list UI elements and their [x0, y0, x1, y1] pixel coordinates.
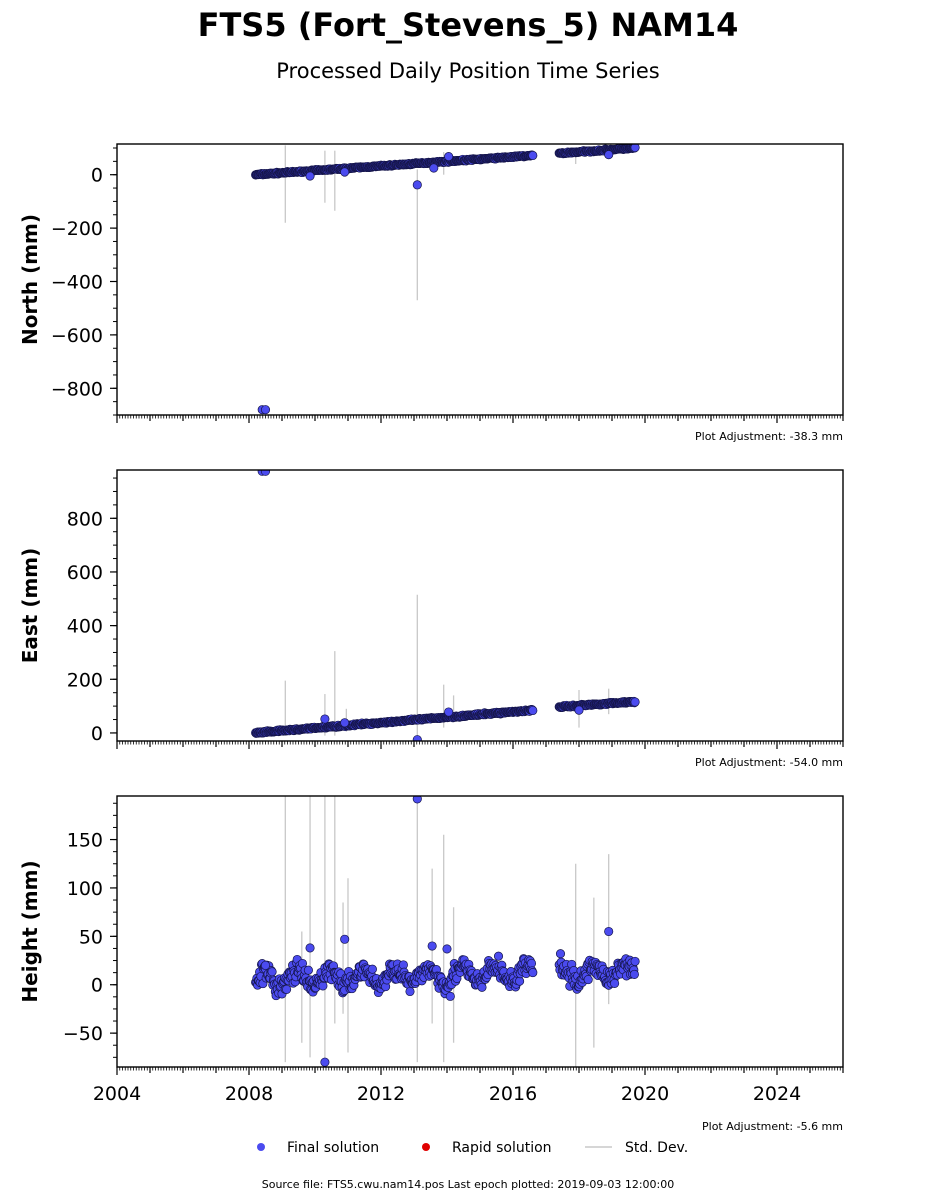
- y-tick-label: 0: [91, 975, 103, 997]
- data-point: [555, 949, 566, 959]
- data-point: [630, 697, 640, 707]
- outlier-point: [260, 960, 271, 970]
- legend-final-label: Final solution: [287, 1140, 379, 1156]
- data-point: [629, 969, 639, 979]
- outlier-point: [444, 707, 454, 717]
- data-point: [367, 964, 377, 974]
- legend-stddev-label: Std. Dev.: [625, 1140, 688, 1156]
- y-tick-label: 600: [67, 562, 103, 584]
- figure-subtitle: Processed Daily Position Time Series: [276, 59, 660, 83]
- outlier-point: [260, 405, 271, 415]
- y-tick-label: 800: [67, 508, 103, 530]
- panel-2: 0 200 400 600 800 East (mm) Plot Adjustment: -…: [18, 469, 844, 769]
- data-point: [477, 982, 487, 992]
- data-point: [526, 958, 537, 968]
- plot-adjustment-note: Plot Adjustment: -5.6 mm: [702, 1120, 843, 1133]
- y-tick-label: −50: [63, 1023, 103, 1045]
- x-tick-label: 2008: [225, 1083, 273, 1105]
- y-tick-label: 150: [67, 830, 103, 852]
- x-tick-label: 2012: [357, 1083, 405, 1105]
- outlier-point: [604, 150, 614, 160]
- y-tick-label: −200: [51, 218, 103, 240]
- x-tick-label: 2020: [621, 1083, 669, 1105]
- outlier-point: [340, 167, 350, 177]
- legend: Final solution Rapid solution Std. Dev.: [257, 1140, 688, 1156]
- axes-frame: [116, 795, 844, 1068]
- plot-area: [251, 796, 640, 1067]
- outlier-point: [305, 943, 315, 953]
- y-tick-label: 50: [79, 926, 103, 948]
- data-point: [493, 951, 504, 961]
- x-tick-label: 2024: [753, 1083, 801, 1105]
- outlier-point: [427, 941, 437, 951]
- panel-3: −50 0 50 100 150 2004 2008 2012 2016 2020 2024 Heig…: [18, 795, 844, 1133]
- legend-final-marker: [257, 1143, 265, 1151]
- legend-rapid-marker: [422, 1143, 430, 1151]
- data-point: [303, 965, 313, 975]
- panels: 0 −200 −400 −600 −800 North (mm) Plot Adjustme…: [18, 143, 844, 1133]
- outlier-point: [445, 991, 455, 1001]
- data-point: [528, 705, 538, 716]
- x-tick-label: 2004: [93, 1083, 141, 1105]
- y-tick-label: 0: [91, 723, 103, 745]
- y-tick-label: 200: [67, 669, 103, 691]
- data-point: [583, 975, 593, 985]
- plot-adjustment-note: Plot Adjustment: -54.0 mm: [695, 756, 843, 769]
- y-tick-label: 0: [91, 165, 103, 187]
- plot-adjustment-note: Plot Adjustment: -38.3 mm: [695, 430, 843, 443]
- y-tick-label: −400: [51, 272, 103, 294]
- data-point: [610, 978, 620, 988]
- data-point: [630, 956, 640, 966]
- outlier-point: [320, 714, 330, 724]
- data-point: [267, 967, 277, 977]
- outlier-point: [305, 171, 315, 181]
- x-tick-label: 2016: [489, 1083, 537, 1105]
- plot-area: [251, 144, 640, 415]
- outlier-point: [444, 151, 454, 162]
- panel-1: 0 −200 −400 −600 −800 North (mm) Plot Adjustme…: [18, 143, 844, 443]
- outlier-point: [340, 934, 350, 944]
- data-point: [318, 981, 328, 991]
- y-axis-label: East (mm): [18, 548, 42, 664]
- data-point: [405, 986, 415, 997]
- y-tick-label: 100: [67, 878, 103, 900]
- y-axis-label: Height (mm): [18, 860, 42, 1002]
- source-note: Source file: FTS5.cwu.nam14.pos Last epo…: [262, 1178, 675, 1191]
- y-tick-label: −600: [51, 325, 103, 347]
- data-point: [528, 968, 538, 978]
- legend-rapid-label: Rapid solution: [452, 1140, 552, 1156]
- axes-frame: [116, 143, 844, 416]
- data-point: [282, 984, 292, 994]
- y-tick-label: 400: [67, 616, 103, 638]
- outlier-point: [604, 926, 614, 937]
- data-point: [528, 150, 538, 161]
- figure-title: FTS5 (Fort_Stevens_5) NAM14: [198, 6, 739, 44]
- outlier-point: [442, 944, 452, 954]
- axes-frame: [116, 469, 844, 742]
- outlier-point: [412, 796, 422, 804]
- outlier-point: [412, 735, 422, 741]
- outlier-point: [429, 163, 439, 173]
- outlier-point: [574, 705, 584, 715]
- outlier-point: [260, 470, 271, 476]
- y-axis-label: North (mm): [18, 214, 42, 345]
- data-point: [630, 144, 640, 153]
- plot-area: [251, 470, 640, 741]
- data-point: [515, 976, 525, 986]
- outlier-point: [320, 1057, 330, 1067]
- outlier-point: [412, 180, 422, 190]
- outlier-point: [340, 718, 350, 728]
- y-tick-label: −800: [51, 378, 103, 400]
